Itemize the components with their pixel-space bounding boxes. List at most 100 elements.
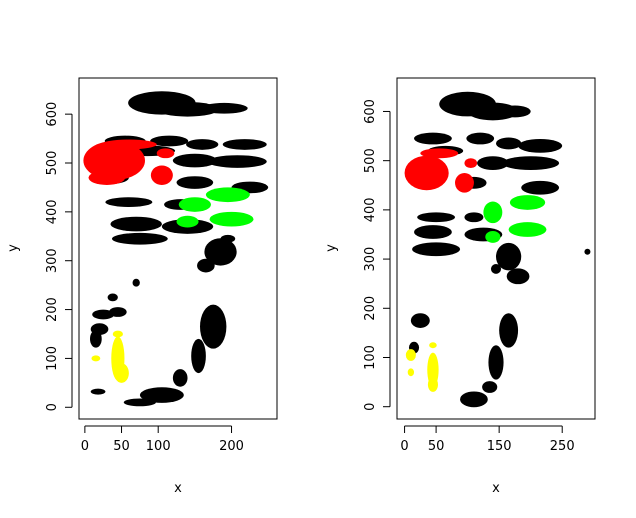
x-axis: 0 50 150 250 [400,425,575,454]
point-cluster-3-0 [427,352,439,388]
point-cluster-2-0 [483,201,503,224]
point-cluster-0-1 [156,101,219,117]
point-cluster-0-15 [414,225,452,239]
point-cluster-0-11 [521,180,560,195]
point-cluster-0-9 [502,156,560,171]
point-cluster-0-30 [139,387,184,403]
y-tick-label: 300 [363,247,378,272]
y-tick-label: 500 [363,148,378,173]
point-cluster-0-18 [496,242,522,271]
point-cluster-2-2 [209,211,254,227]
x-tick-label: 250 [550,439,575,454]
point-cluster-2-2 [508,222,547,237]
y-tick-label: 500 [45,151,60,176]
point-cluster-0-21 [584,248,591,255]
scatter-panel-right: 0 50 150 250 0 100 200 300 400 500 600 x y [324,77,596,496]
point-cluster-3-2 [91,355,101,362]
plot-border [396,77,596,420]
point-cluster-0-21 [132,278,140,287]
y-axis-title: y [6,244,21,252]
point-cluster-3-1 [427,377,438,392]
point-cluster-1-0 [404,155,449,191]
point-cluster-0-14 [464,212,484,223]
x-tick-label: 100 [146,439,171,454]
point-cluster-0-26 [90,323,109,335]
point-cluster-0-24 [109,307,127,317]
point-cluster-0-31 [123,398,156,407]
point-cluster-0-5 [186,139,219,150]
point-cluster-2-3 [485,231,501,243]
x-tick-label: 150 [487,439,512,454]
point-cluster-3-3 [407,368,415,377]
points-layer [83,91,269,407]
point-cluster-0-24 [499,313,519,348]
point-cluster-3-3 [112,330,123,338]
y-tick-label: 400 [45,199,60,224]
point-cluster-0-17 [412,242,461,257]
point-cluster-0-32 [90,388,106,395]
point-cluster-0-19 [490,264,502,274]
point-cluster-0-13 [417,212,456,223]
point-cluster-0-20 [506,268,530,285]
scatter-panel-left: 0 50 100 200 0 100 200 300 400 500 600 x y [6,77,278,496]
point-cluster-0-22 [410,313,430,328]
x-axis-title: x [492,481,500,496]
x-axis-title: x [174,481,182,496]
point-cluster-0-9 [208,155,267,168]
point-cluster-0-6 [518,139,563,153]
point-cluster-0-6 [222,139,267,150]
point-cluster-0-28 [191,338,206,374]
point-cluster-0-18 [112,232,168,245]
point-cluster-0-8 [172,153,217,168]
point-cluster-1-0 [83,141,145,181]
point-cluster-0-22 [107,293,118,302]
y-tick-label: 600 [363,99,378,124]
point-cluster-1-1 [101,139,157,150]
point-cluster-2-0 [178,197,211,212]
y-tick-label: 200 [45,297,60,322]
point-cluster-0-8 [477,156,509,171]
point-cluster-0-27 [482,381,498,393]
point-cluster-2-3 [176,215,199,228]
point-cluster-1-4 [88,170,126,185]
x-tick-label: 0 [400,439,408,454]
points-layer [404,91,591,408]
y-tick-label: 200 [363,296,378,321]
point-cluster-0-13 [105,197,153,207]
point-cluster-0-4 [466,132,495,145]
y-axis-title: y [324,244,339,252]
point-cluster-0-29 [172,369,188,387]
point-cluster-0-2 [200,102,248,114]
y-tick-label: 600 [45,102,60,127]
y-tick-label: 0 [363,403,378,411]
x-tick-label: 0 [81,439,89,454]
point-cluster-0-27 [200,304,227,349]
x-tick-label: 50 [428,439,445,454]
point-cluster-0-20 [197,258,215,273]
y-tick-label: 400 [363,197,378,222]
point-cluster-1-3 [150,165,173,185]
point-cluster-1-1 [420,148,459,159]
x-axis: 0 50 100 200 [81,425,244,454]
point-cluster-0-11 [176,176,214,189]
point-cluster-0-19 [204,238,237,266]
point-cluster-0-23 [92,309,115,320]
x-tick-label: 200 [219,439,244,454]
point-cluster-1-2 [464,158,478,169]
point-cluster-3-1 [114,363,129,383]
point-cluster-0-15 [110,216,162,232]
point-cluster-2-1 [205,187,250,203]
point-cluster-0-4 [150,135,189,147]
y-axis: 0 100 200 300 400 500 600 [45,102,73,411]
plot-border [78,77,278,420]
point-cluster-0-5 [496,137,522,150]
x-tick-label: 50 [113,439,130,454]
y-tick-label: 100 [363,345,378,370]
y-tick-label: 100 [45,346,60,371]
point-cluster-0-2 [499,105,531,118]
y-axis: 0 100 200 300 400 500 600 [363,99,391,411]
point-cluster-3-2 [405,349,416,361]
point-cluster-3-4 [429,342,437,349]
y-tick-label: 300 [45,248,60,273]
